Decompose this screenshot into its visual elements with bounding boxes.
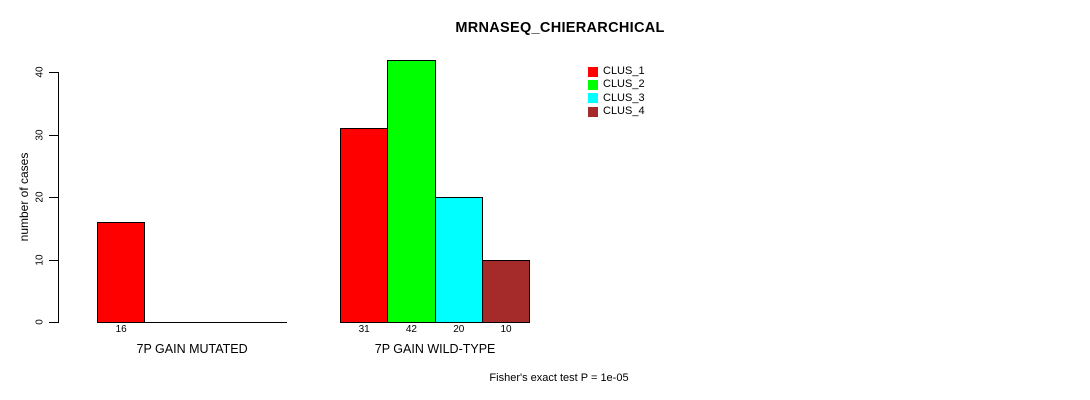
bar: [434, 197, 483, 323]
y-axis-tick: [49, 134, 58, 136]
legend-swatch: [588, 79, 598, 90]
group-label: 7P GAIN WILD-TYPE: [374, 342, 496, 356]
chart-title: MRNASEQ_CHIERARCHICAL: [455, 20, 665, 36]
y-axis-tick: [49, 72, 58, 73]
y-axis-tick-label: 0: [34, 319, 46, 325]
group-label: 7P GAIN MUTATED: [136, 342, 248, 356]
y-axis-tick: [49, 322, 58, 323]
legend-swatch: [588, 66, 598, 77]
bar-value-label: 42: [405, 324, 417, 335]
group-baseline: [97, 322, 288, 323]
legend-swatch: [588, 93, 598, 104]
legend-label: CLUS_1: [603, 65, 645, 77]
y-axis-line: [58, 72, 59, 323]
legend-label: CLUS_2: [603, 78, 645, 91]
legend-swatch: [588, 106, 598, 117]
y-axis-title: number of cases: [17, 152, 31, 242]
bar: [340, 128, 389, 323]
bar-value-label: 16: [115, 324, 127, 335]
bar-value-label: 10: [500, 324, 512, 335]
bar-value-label: 31: [358, 324, 370, 335]
y-axis-tick-label: 10: [34, 253, 46, 266]
bar: [97, 222, 146, 323]
fisher-test-annotation: Fisher's exact test P = 1e-05: [489, 372, 629, 384]
legend-label: CLUS_4: [603, 105, 645, 118]
y-axis-tick: [49, 197, 58, 198]
bar-value-label: 20: [453, 324, 465, 335]
bar: [481, 259, 531, 323]
bar: [387, 59, 436, 323]
y-axis-tick-label: 40: [34, 66, 46, 78]
legend-label: CLUS_3: [603, 91, 645, 104]
y-axis-tick-label: 20: [34, 191, 46, 203]
y-axis-tick-label: 30: [34, 128, 46, 141]
y-axis-tick: [49, 259, 58, 261]
